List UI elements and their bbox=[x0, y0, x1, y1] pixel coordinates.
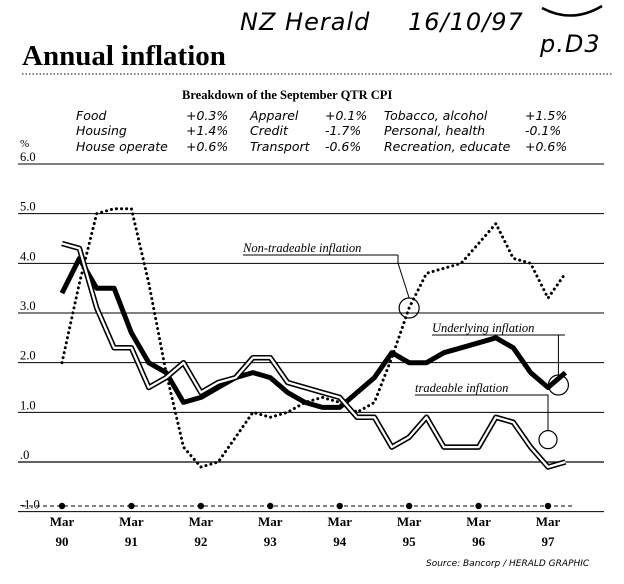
x-tick-label: Mar bbox=[189, 514, 214, 529]
series-line-inner-tradeable-inflation bbox=[61, 242, 566, 469]
breakdown-item-name: Personal, health bbox=[384, 123, 486, 138]
breakdown-item-value: +0.6% bbox=[525, 139, 568, 154]
x-tick-label: Mar bbox=[536, 514, 561, 529]
page-title: Annual inflation bbox=[22, 40, 226, 72]
x-tick-dot bbox=[197, 502, 205, 510]
y-tick-label: 2.0 bbox=[20, 349, 36, 363]
x-tick-label: Mar bbox=[50, 514, 75, 529]
x-tick-label: Mar bbox=[397, 514, 422, 529]
series-label: tradeable inflation bbox=[415, 381, 508, 395]
x-tick-label: 97 bbox=[542, 534, 556, 549]
x-tick-dot bbox=[405, 502, 413, 510]
series-label: Underlying inflation bbox=[432, 321, 534, 335]
x-tick-label: 90 bbox=[56, 534, 69, 549]
breakdown-item-value: +0.6% bbox=[186, 139, 229, 154]
handwritten-mark bbox=[541, 4, 603, 17]
x-tick-dot bbox=[475, 502, 482, 510]
y-axis-labels: 6.0 5.0 4.0 3.0 2.0 1.0 .0 -1.0% bbox=[20, 138, 40, 512]
x-tick-label: Mar bbox=[258, 514, 283, 529]
x-tick-dot bbox=[336, 502, 343, 510]
x-tick-label: Mar bbox=[119, 514, 144, 529]
y-tick-label: -1.0 bbox=[20, 498, 40, 512]
x-tick-label: Mar bbox=[327, 514, 352, 529]
breakdown-item-name: Recreation, educate bbox=[384, 139, 511, 154]
y-tick-label: 5.0 bbox=[20, 200, 36, 214]
y-tick-label: .0 bbox=[20, 448, 29, 462]
x-tick-label: Mar bbox=[466, 514, 491, 529]
grid-layer bbox=[18, 163, 604, 513]
breakdown-item-value: -0.1% bbox=[525, 123, 562, 138]
y-tick-label: 1.0 bbox=[20, 398, 36, 412]
x-tick-label: 93 bbox=[264, 534, 278, 549]
breakdown-item-value: +1.4% bbox=[186, 123, 229, 138]
handwritten-source: NZ Herald bbox=[240, 8, 371, 36]
series-line-non-tradeable-inflation bbox=[60, 207, 567, 469]
series-label: Non-tradeable inflation bbox=[242, 241, 361, 255]
handwritten-date: 16/10/97 bbox=[408, 8, 524, 36]
x-tick-dot bbox=[544, 502, 552, 510]
breakdown-item-value: +0.1% bbox=[325, 108, 368, 123]
y-tick-label: 6.0 bbox=[20, 150, 36, 164]
x-tick-dot bbox=[58, 502, 66, 510]
x-tick-label: 91 bbox=[125, 534, 138, 549]
x-tick-label: 92 bbox=[194, 534, 207, 549]
source-note: Source: Bancorp / HERALD GRAPHIC bbox=[426, 559, 590, 569]
y-tick-label: 4.0 bbox=[20, 249, 36, 263]
series-line-tradeable-inflation bbox=[61, 240, 567, 470]
leader-line bbox=[557, 334, 565, 376]
title-rule bbox=[22, 73, 612, 75]
breakdown-item-value: +1.5% bbox=[525, 108, 568, 123]
y-axis-unit: % bbox=[20, 138, 29, 150]
x-tick-dot bbox=[128, 502, 135, 510]
x-tick-label: 94 bbox=[333, 534, 347, 549]
breakdown-item-value: -1.7% bbox=[325, 123, 362, 138]
breakdown-item-name: Apparel bbox=[250, 108, 299, 123]
annotation-circle bbox=[538, 430, 558, 450]
breakdown-item-name: Transport bbox=[250, 139, 310, 154]
breakdown-item-name: Tobacco, alcohol bbox=[384, 108, 488, 123]
breakdown-item-value: +0.3% bbox=[186, 108, 229, 123]
breakdown-item-name: House operate bbox=[76, 139, 168, 154]
breakdown-item-name: Credit bbox=[250, 123, 288, 138]
handwritten-page: p.D3 bbox=[540, 30, 601, 58]
x-tick-label: 96 bbox=[472, 534, 486, 549]
leader-line bbox=[397, 255, 410, 299]
breakdown-item-name: Housing bbox=[76, 123, 127, 138]
breakdown-item-name: Food bbox=[76, 108, 107, 123]
chart-subtitle: Breakdown of the September QTR CPI bbox=[182, 88, 393, 102]
x-axis: Mar 90 Mar 91 Mar 92 Mar 93 Mar 94 Mar 95 Mar 96 Mar 97 bbox=[22, 502, 574, 549]
leader-line bbox=[535, 394, 549, 431]
series-line-underlying-inflation bbox=[59, 255, 568, 410]
x-tick-dot bbox=[267, 502, 274, 510]
breakdown-item-value: -0.6% bbox=[325, 139, 362, 154]
annotation-markers: Non-tradeable inflation Underlying inflat… bbox=[242, 241, 570, 450]
y-tick-label: 3.0 bbox=[20, 299, 36, 313]
series-layer bbox=[59, 207, 568, 470]
x-tick-label: 95 bbox=[403, 534, 417, 549]
